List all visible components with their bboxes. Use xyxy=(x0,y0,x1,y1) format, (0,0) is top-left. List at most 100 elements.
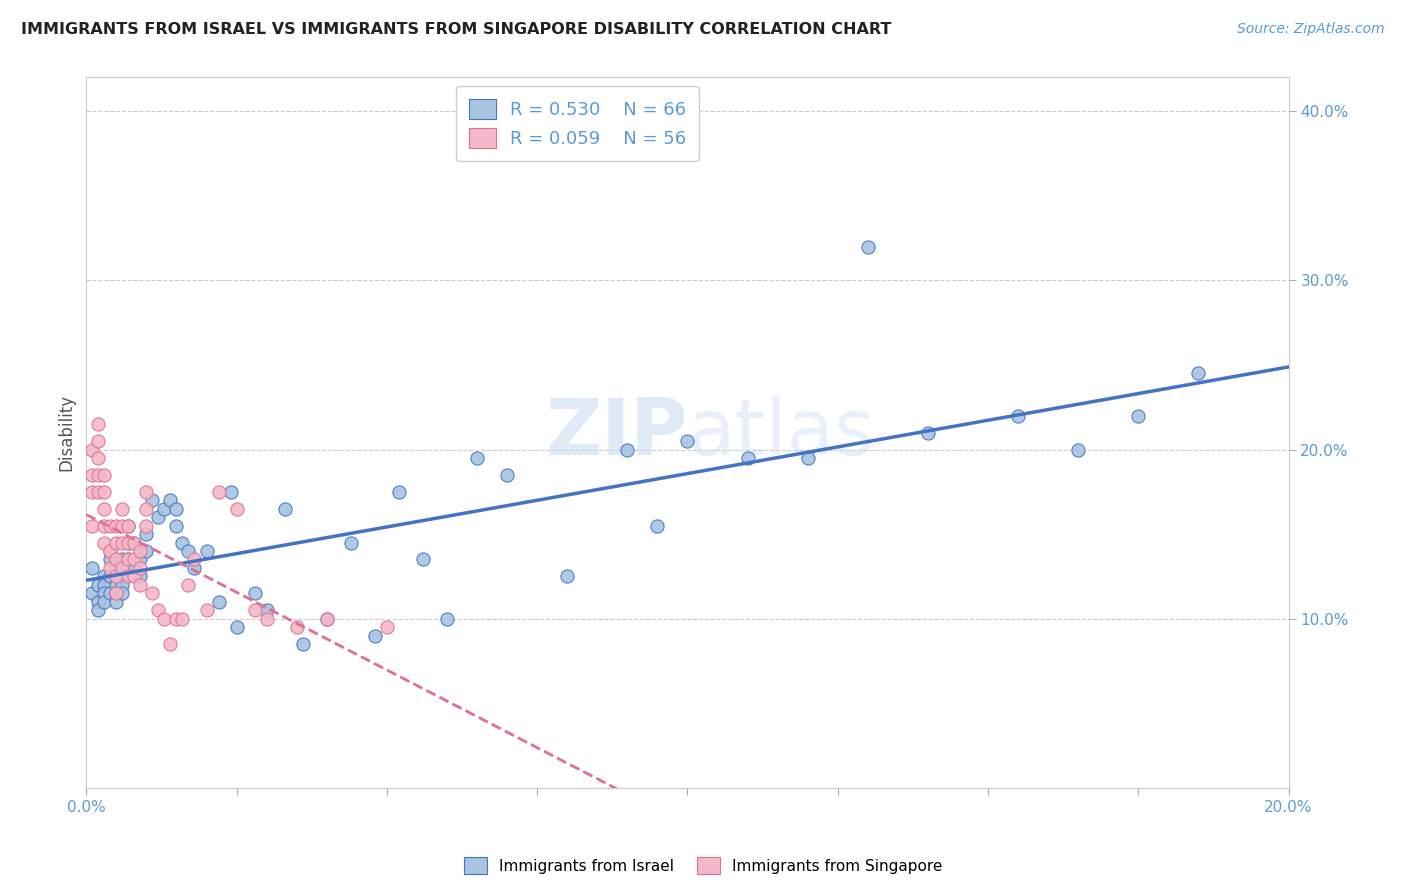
Point xyxy=(111,561,134,575)
Point xyxy=(82,467,104,482)
Point xyxy=(105,552,128,566)
Point xyxy=(93,535,115,549)
Point xyxy=(124,535,146,549)
Point xyxy=(159,493,181,508)
Point xyxy=(93,578,115,592)
Point xyxy=(111,586,134,600)
Point xyxy=(225,501,247,516)
Point xyxy=(166,501,188,516)
Point xyxy=(917,425,939,440)
Point xyxy=(177,544,200,558)
Point xyxy=(315,612,337,626)
Point xyxy=(135,544,157,558)
Point xyxy=(87,467,110,482)
Point xyxy=(243,586,266,600)
Point xyxy=(796,450,818,465)
Point xyxy=(412,552,434,566)
Point xyxy=(87,417,110,431)
Point xyxy=(111,552,134,566)
Point xyxy=(676,434,699,448)
Point xyxy=(388,484,411,499)
Point xyxy=(273,501,295,516)
Point xyxy=(285,620,308,634)
Point xyxy=(105,569,128,583)
Point xyxy=(616,442,638,457)
Point xyxy=(555,569,578,583)
Point xyxy=(98,569,121,583)
Point xyxy=(195,544,218,558)
Point xyxy=(117,552,139,566)
Point xyxy=(135,501,157,516)
Point xyxy=(159,637,181,651)
Point xyxy=(647,518,669,533)
Point xyxy=(82,561,104,575)
Point xyxy=(141,586,163,600)
Point xyxy=(465,450,488,465)
Point xyxy=(177,578,200,592)
Point xyxy=(183,552,205,566)
Point xyxy=(98,544,121,558)
Point xyxy=(148,510,170,524)
Point xyxy=(135,527,157,541)
Text: atlas: atlas xyxy=(688,394,875,471)
Point xyxy=(87,603,110,617)
Point xyxy=(291,637,314,651)
Point xyxy=(111,578,134,592)
Point xyxy=(82,484,104,499)
Point xyxy=(172,612,194,626)
Point xyxy=(141,493,163,508)
Point xyxy=(117,569,139,583)
Point xyxy=(98,561,121,575)
Point xyxy=(82,442,104,457)
Point xyxy=(87,484,110,499)
Text: IMMIGRANTS FROM ISRAEL VS IMMIGRANTS FROM SINGAPORE DISABILITY CORRELATION CHART: IMMIGRANTS FROM ISRAEL VS IMMIGRANTS FRO… xyxy=(21,22,891,37)
Point xyxy=(1067,442,1090,457)
Point xyxy=(153,501,176,516)
Y-axis label: Disability: Disability xyxy=(58,394,75,471)
Legend: Immigrants from Israel, Immigrants from Singapore: Immigrants from Israel, Immigrants from … xyxy=(457,851,949,880)
Point xyxy=(1128,409,1150,423)
Point xyxy=(225,620,247,634)
Text: ZIP: ZIP xyxy=(546,394,688,471)
Point xyxy=(856,239,879,253)
Point xyxy=(339,535,361,549)
Point xyxy=(82,586,104,600)
Point xyxy=(129,569,152,583)
Point xyxy=(87,595,110,609)
Point xyxy=(135,484,157,499)
Point xyxy=(1007,409,1029,423)
Point xyxy=(117,552,139,566)
Point xyxy=(207,484,229,499)
Point xyxy=(98,552,121,566)
Point xyxy=(129,561,152,575)
Point xyxy=(124,552,146,566)
Point xyxy=(219,484,242,499)
Point xyxy=(98,586,121,600)
Point xyxy=(93,501,115,516)
Point xyxy=(111,501,134,516)
Point xyxy=(166,518,188,533)
Point xyxy=(153,612,176,626)
Point xyxy=(117,535,139,549)
Point xyxy=(98,518,121,533)
Point xyxy=(256,603,278,617)
Point xyxy=(82,518,104,533)
Point xyxy=(207,595,229,609)
Point xyxy=(195,603,218,617)
Point xyxy=(87,450,110,465)
Point xyxy=(256,612,278,626)
Point xyxy=(93,586,115,600)
Point xyxy=(87,434,110,448)
Point xyxy=(93,467,115,482)
Point xyxy=(183,561,205,575)
Point xyxy=(93,595,115,609)
Point xyxy=(105,586,128,600)
Point xyxy=(148,603,170,617)
Point xyxy=(129,578,152,592)
Point xyxy=(436,612,458,626)
Point xyxy=(117,518,139,533)
Point xyxy=(93,569,115,583)
Point xyxy=(166,612,188,626)
Legend: R = 0.530    N = 66, R = 0.059    N = 56: R = 0.530 N = 66, R = 0.059 N = 56 xyxy=(456,87,699,161)
Point xyxy=(117,518,139,533)
